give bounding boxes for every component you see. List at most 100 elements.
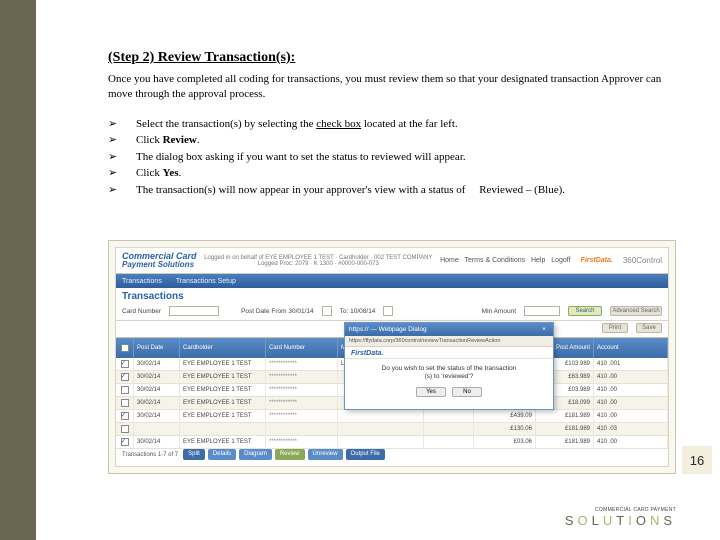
row-checkbox[interactable] [121,360,129,368]
col-account[interactable]: Account [594,338,668,358]
table-row[interactable]: £130.06£181.989410 .03 [116,423,668,436]
firstdata-logo: FirstData. [581,257,613,264]
app-brand-bar: Commercial Card Payment Solutions Logged… [116,248,668,274]
row-checkbox[interactable] [121,412,129,420]
page-number: 16 [682,446,712,474]
table-row[interactable]: 30/02/14EYE EMPLOYEE 1 TEST************£… [116,436,668,449]
cell[interactable] [116,423,134,435]
login-line1: Logged in on behalf of EYE EMPLOYEE 1 TE… [197,255,441,261]
cell: EYE EMPLOYEE 1 TEST [180,397,266,409]
cell: £130.06 [474,423,536,435]
brand-subtitle: Payment Solutions [122,261,197,269]
cell[interactable] [116,358,134,370]
print-button[interactable]: Print [602,323,628,333]
cell: 30/02/14 [134,371,180,383]
card-label: Card Number [122,308,161,315]
dialog-titlebar: https:// — Webpage Dialog × [345,323,553,336]
col-checkbox[interactable] [116,338,134,358]
bullet-icon: ➢ [108,132,136,149]
cell: £03.06 [474,436,536,448]
cell: EYE EMPLOYEE 1 TEST [180,384,266,396]
cell [424,423,474,435]
cell[interactable] [116,371,134,383]
cell: 410 .00 [594,410,668,422]
diagram-button[interactable]: Diagram [239,449,272,460]
steps-list: ➢Select the transaction(s) by selecting … [108,116,668,199]
output-button[interactable]: Output File [346,449,385,460]
step-item: ➢Select the transaction(s) by selecting … [108,116,668,133]
nav-transactions[interactable]: Transactions [122,278,162,285]
cell [134,423,180,435]
bullet-icon: ➢ [108,165,136,182]
cell [424,410,474,422]
cell: ************ [266,358,338,370]
search-button[interactable]: Search [568,306,602,316]
cell [338,436,424,448]
step-text: The dialog box asking if you want to set… [136,149,668,166]
cell[interactable] [116,397,134,409]
cell: EYE EMPLOYEE 1 TEST [180,371,266,383]
dialog-address: https://flydata.corp/360control/reviewTr… [345,336,553,347]
card-input[interactable] [169,306,219,316]
cell [424,436,474,448]
cell[interactable] [116,436,134,448]
col-cardholder[interactable]: Cardholder [180,338,266,358]
col-date[interactable]: Post Date [134,338,180,358]
dialog-no-button[interactable]: No [452,387,482,397]
app-brand: Commercial Card Payment Solutions [122,252,197,269]
from-picker[interactable] [322,306,332,316]
row-checkbox[interactable] [121,373,129,381]
unreview-button[interactable]: Unreview [308,449,343,460]
left-accent-bar [0,0,36,540]
col-cardnumber[interactable]: Card Number [266,338,338,358]
bullet-icon: ➢ [108,149,136,166]
bullet-icon: ➢ [108,116,136,133]
adv-search-button[interactable]: Advanced Search [610,306,662,316]
bullet-icon: ➢ [108,182,136,199]
to-picker[interactable] [383,306,393,316]
dialog-buttons: Yes No [345,387,553,397]
step-heading: (Step 2) Review Transaction(s): [108,50,668,66]
cell: £181.989 [536,410,594,422]
split-button[interactable]: Split [183,449,205,460]
confirm-dialog: https:// — Webpage Dialog × https://flyd… [344,322,554,410]
cell [338,410,424,422]
section-title: Transactions [116,288,668,304]
cell: 410 .001 [594,358,668,370]
row-checkbox[interactable] [121,399,129,407]
cell: EYE EMPLOYEE 1 TEST [180,436,266,448]
cell[interactable] [116,384,134,396]
filter-row: Card Number Post Date From 30/01/14 To: … [116,304,668,321]
cell: ************ [266,384,338,396]
review-button[interactable]: Review [275,449,305,460]
min-input[interactable] [524,306,560,316]
cell [266,423,338,435]
row-checkbox[interactable] [121,386,129,394]
details-button[interactable]: Details [208,449,236,460]
min-label: Min Amount [482,308,516,315]
cell[interactable] [116,410,134,422]
cell: ************ [266,436,338,448]
step-item: ➢Click Yes. [108,165,668,182]
cell: 410 .00 [594,384,668,396]
cell: 30/02/14 [134,384,180,396]
dialog-title: https:// — Webpage Dialog [349,326,427,333]
dialog-yes-button[interactable]: Yes [416,387,446,397]
table-row[interactable]: 30/02/14EYE EMPLOYEE 1 TEST************£… [116,410,668,423]
cell [338,423,424,435]
from-label: Post Date From 30/01/14 [241,308,314,315]
step-text: Select the transaction(s) by selecting t… [136,116,668,133]
screenshot-inner: Commercial Card Payment Solutions Logged… [115,247,669,467]
row-checkbox[interactable] [121,438,129,446]
footer-big: SOLUTIONS [565,513,676,528]
cell: 30/02/14 [134,397,180,409]
dialog-msg-1: Do you wish to set the status of the tra… [353,365,545,373]
cell: 410 .00 [594,436,668,448]
row-checkbox[interactable] [121,425,129,433]
dialog-close-icon[interactable]: × [539,326,549,333]
top-links[interactable]: Home Terms & Conditions Help Logoff [440,257,570,264]
save-button[interactable]: Save [636,323,662,333]
intro-text: Once you have completed all coding for t… [108,72,668,102]
step-text: Click Yes. [136,165,668,182]
nav-setup[interactable]: Transactions Setup [176,278,236,285]
